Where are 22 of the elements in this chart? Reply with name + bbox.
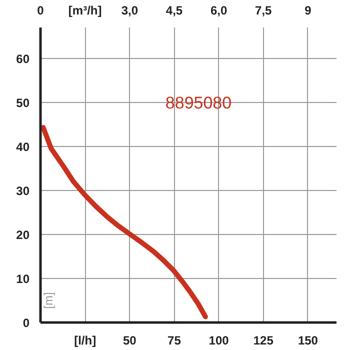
y-tick-label: 50 — [16, 96, 30, 110]
annotation: 8895080 — [165, 94, 232, 112]
y-tick-label: 20 — [16, 228, 30, 242]
x2-tick-label: 6,0 — [210, 4, 228, 18]
x2-tick-label: 3,0 — [121, 4, 138, 18]
x-tick-label: 150 — [298, 334, 318, 348]
y-tick-label: 10 — [16, 272, 30, 286]
x-tick-label: [l/h] — [74, 334, 96, 348]
x2-tick-label: 0 — [37, 4, 44, 18]
x2-tick-label: [m³/h] — [68, 4, 102, 18]
y-tick-label: 40 — [16, 140, 30, 154]
x2-tick-label: 7,5 — [255, 4, 272, 18]
x-tick-label: 75 — [168, 334, 182, 348]
x-tick-label: 50 — [122, 334, 137, 348]
x2-tick-label: 4,5 — [166, 4, 183, 18]
x-tick-label: 125 — [253, 334, 274, 348]
y-tick-label: 30 — [16, 184, 30, 198]
x2-tick-label: 9 — [304, 4, 312, 18]
x-tick-label: 100 — [208, 334, 230, 348]
y-tick-label: 60 — [16, 52, 30, 66]
y-axis-title: [m] — [42, 292, 56, 309]
y-tick-label: 0 — [22, 316, 30, 330]
